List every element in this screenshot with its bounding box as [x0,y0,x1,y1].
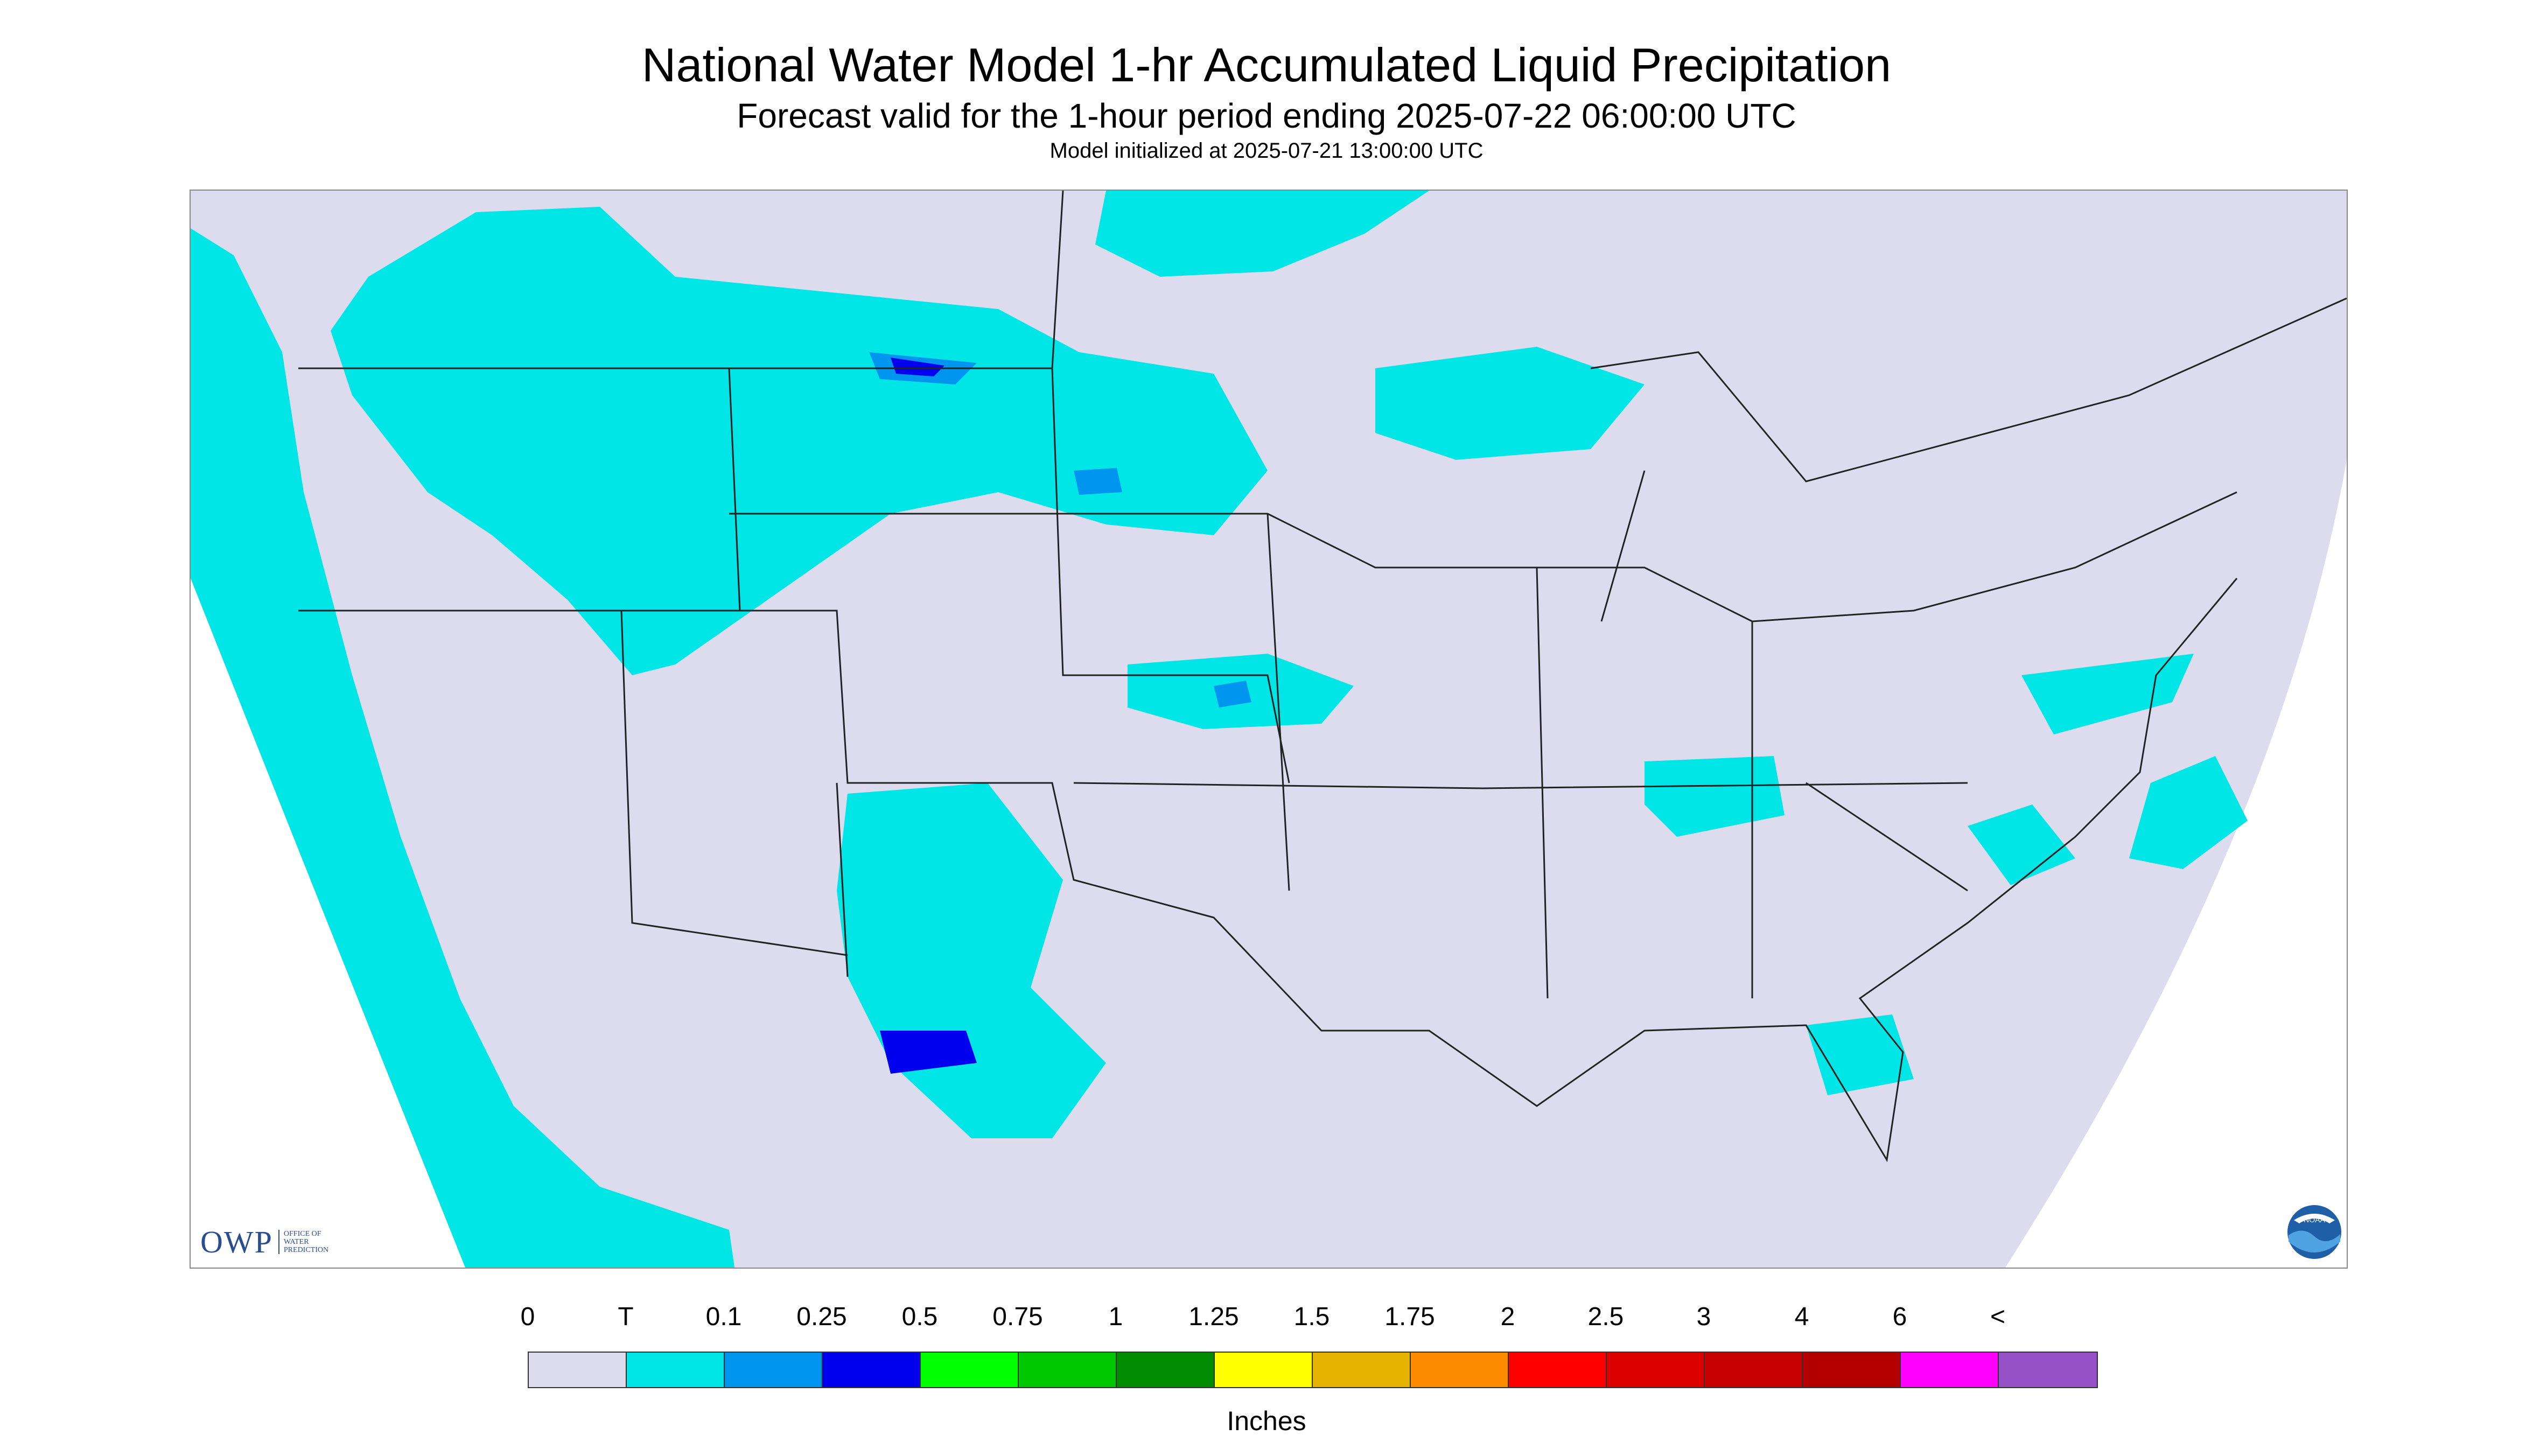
legend-tick-label: 6 [1892,1303,1907,1331]
owp-line-1: OFFICE OF [283,1229,321,1238]
legend-swatch [627,1353,725,1387]
pacific-trace [191,228,734,1268]
great-lakes-trace [1375,347,1645,460]
canada-trace [1095,191,1429,277]
model-init-text: Model initialized at 2025-07-21 13:00:00… [1049,139,1484,163]
state-boundaries [298,191,2347,1163]
legend-tick-label: 0.75 [992,1303,1043,1331]
florida-trace [1806,1014,1914,1095]
midatlantic-trace [2021,654,2194,734]
legend-tick-label: T [618,1303,634,1331]
carolina-trace [1968,804,2075,885]
legend-tick-label: 0 [520,1303,535,1331]
noaa-logo-icon: NOAA [2287,1205,2341,1259]
northern-trace [331,207,1268,675]
legend-tick-label: 0.25 [796,1303,847,1331]
legend-tick-label: 1.75 [1384,1303,1435,1331]
legend-tick-label: 3 [1696,1303,1711,1331]
legend-color-bar [528,1352,2098,1388]
legend-swatch [1901,1353,1999,1387]
legend-swatch [1705,1353,1803,1387]
legend-tick-label: < [1990,1303,2006,1331]
owp-logo-subtext: OFFICE OF WATER PREDICTION [278,1229,329,1254]
legend-swatch [1411,1353,1509,1387]
tennessee-trace [1645,756,1785,837]
legend-tick-label: 1.25 [1188,1303,1239,1331]
owp-line-2: WATER [283,1237,309,1246]
owp-logo-letters: OWP [200,1224,273,1259]
legend-swatch [921,1353,1019,1387]
legend-tick-label: 0.1 [705,1303,742,1331]
atlantic-trace [2129,756,2248,869]
legend-swatch [1313,1353,1411,1387]
owp-logo: OWP OFFICE OF WATER PREDICTION [200,1224,329,1259]
ks-heavy-core [1214,681,1251,708]
legend-swatch [1803,1353,1901,1387]
legend-units: Inches [1227,1406,1306,1436]
legend-swatch [725,1353,823,1387]
legend-tick-label: 2.5 [1587,1303,1624,1331]
legend-swatch [1999,1353,2097,1387]
legend-swatch [1019,1353,1117,1387]
legend-swatch [1215,1353,1313,1387]
montana-heavy-core-2 [891,358,944,376]
legend-tick-label: 0.5 [901,1303,938,1331]
legend-swatch [529,1353,627,1387]
legend-swatch [823,1353,921,1387]
nm-heavy-core [880,1031,977,1074]
legend-tick-label: 1.5 [1293,1303,1330,1331]
legend-tick-label: 1 [1108,1303,1123,1331]
map-title: National Water Model 1-hr Accumulated Li… [641,38,1892,92]
legend-swatch [1509,1353,1607,1387]
legend-swatch [1607,1353,1705,1387]
legend-tick-label: 4 [1794,1303,1809,1331]
forecast-valid-subtitle: Forecast valid for the 1-hour period end… [737,96,1796,135]
map-canvas [191,191,2347,1268]
legend-swatch [1117,1353,1215,1387]
noaa-logo-text: NOAA [2304,1215,2325,1224]
legend-tick-labels: 0 T 0.1 0.25 0.5 0.75 1 1.25 1.5 1.75 2 2.5 3 4 6 < [0,1302,2533,1340]
owp-line-3: PREDICTION [283,1245,329,1254]
precipitation-map[interactable] [190,190,2348,1269]
nd-heavy-core [1074,468,1122,495]
legend-tick-label: 2 [1500,1303,1515,1331]
